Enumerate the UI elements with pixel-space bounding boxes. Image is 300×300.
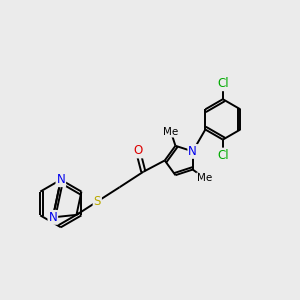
Text: S: S (94, 195, 101, 208)
Text: N: N (49, 211, 57, 224)
Text: Me: Me (197, 173, 212, 183)
Text: O: O (134, 145, 142, 158)
Text: Cl: Cl (217, 77, 229, 90)
Text: Cl: Cl (217, 148, 229, 162)
Text: Me: Me (163, 127, 178, 136)
Text: N: N (56, 173, 65, 186)
Text: N: N (188, 145, 197, 158)
